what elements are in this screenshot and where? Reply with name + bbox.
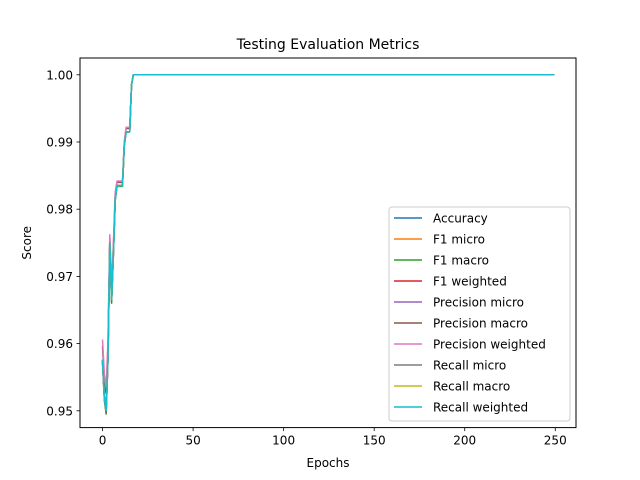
legend-label: Recall weighted [433, 401, 528, 415]
legend-label: Recall micro [433, 359, 506, 373]
x-tick-label: 100 [272, 434, 295, 448]
y-tick-label: 0.96 [46, 337, 73, 351]
legend-label: F1 weighted [433, 275, 507, 289]
y-tick-label: 1.00 [46, 68, 73, 82]
y-tick-label: 0.99 [46, 136, 73, 150]
y-tick-label: 0.98 [46, 203, 73, 217]
y-tick-label: 0.97 [46, 270, 73, 284]
legend-box [388, 206, 571, 422]
y-tick-label: 0.95 [46, 404, 73, 418]
x-tick-label: 200 [453, 434, 476, 448]
legend-label: Accuracy [433, 212, 488, 226]
legend-label: Recall macro [433, 380, 510, 394]
legend-label: Precision weighted [433, 338, 546, 352]
legend-label: Precision micro [433, 296, 524, 310]
x-axis: 0 50 100 150 200 250 [99, 427, 567, 448]
x-tick-label: 0 [99, 434, 107, 448]
legend-label: F1 micro [433, 233, 485, 247]
y-axis: 0.95 0.96 0.97 0.98 0.99 1.00 [46, 68, 80, 418]
legend: Accuracy F1 micro F1 macro F1 weighted Preci… [388, 206, 571, 422]
chart-title: Testing Evaluation Metrics [236, 37, 420, 53]
series-layer [101, 74, 555, 415]
legend-label: F1 macro [433, 254, 489, 268]
x-tick-label: 150 [363, 434, 386, 448]
x-tick-label: 50 [185, 434, 200, 448]
x-tick-label: 250 [544, 434, 567, 448]
legend-label: Precision macro [433, 317, 528, 331]
y-axis-label: Score [20, 226, 34, 260]
series-line-recall-weighted [101, 74, 555, 412]
x-axis-label: Epochs [307, 456, 350, 470]
plot-frame [79, 57, 577, 429]
